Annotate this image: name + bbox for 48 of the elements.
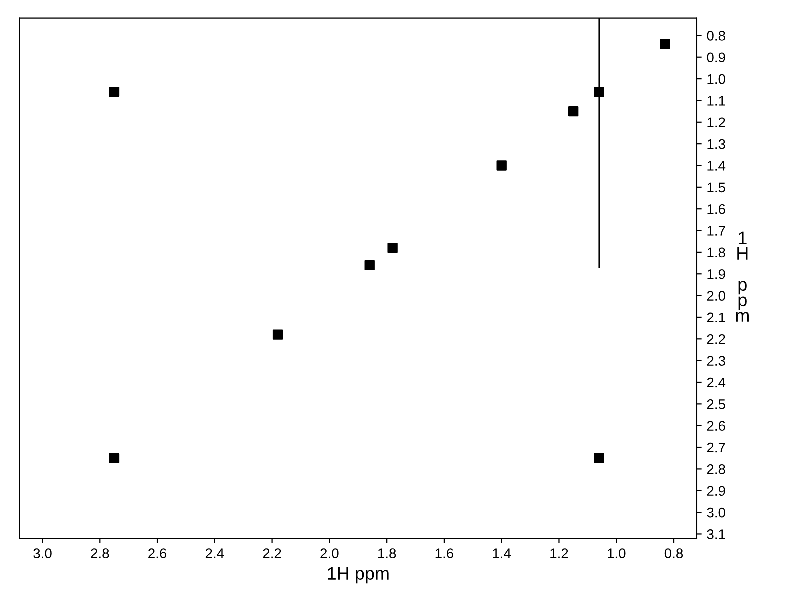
- point: [496, 160, 507, 171]
- y-tick-label: 1.7: [708, 226, 726, 236]
- y-tick-label: 0.8: [707, 31, 726, 41]
- x-tick-label: 2.8: [91, 548, 110, 558]
- y-tick-label: 2.7: [707, 442, 726, 453]
- point: [272, 330, 284, 340]
- x-tick-label: 2.2: [263, 548, 282, 558]
- y-tick-label: 1.1: [708, 96, 726, 106]
- y-tick-label: 1.3: [708, 139, 726, 150]
- x-tick-label: 1.6: [436, 548, 454, 558]
- x-tick-label: 3.0: [34, 548, 52, 558]
- y-tick-label: 1.5: [708, 182, 726, 193]
- x-tick-label: 0.8: [664, 548, 684, 558]
- y-tick-label: 1.9: [708, 269, 726, 280]
- y-tick-label: 2.4: [707, 378, 726, 388]
- point: [109, 453, 120, 464]
- point: [388, 243, 398, 254]
- x-tick-label: 2.6: [148, 548, 167, 558]
- point: [594, 453, 604, 464]
- point: [568, 106, 579, 117]
- point: [660, 39, 670, 50]
- y-tick-label: 2.8: [707, 464, 726, 474]
- x-tick-label: 1.2: [550, 548, 568, 558]
- y-tick-label: 2.3: [707, 356, 726, 366]
- y-tick-label: 3.0: [707, 508, 726, 518]
- x-tick-label: 2.4: [206, 548, 224, 558]
- y-tick-label: 2.6: [707, 421, 726, 432]
- x-tick-label: 1.8: [378, 548, 396, 558]
- y-tick-label: 2.9: [707, 486, 726, 496]
- y-tick-label: 1.4: [708, 161, 726, 171]
- y-tick-label: 1.8: [708, 248, 726, 258]
- point: [109, 86, 120, 98]
- y-tick-label: 1.6: [708, 204, 726, 214]
- y-axis-title: 1H ppm: [736, 232, 749, 322]
- x-tick-label: 1.0: [608, 548, 626, 558]
- y-tick-label: 2.0: [707, 291, 726, 301]
- x-tick-label: 2.0: [320, 548, 339, 558]
- y-tick-label: 1.0: [708, 74, 726, 84]
- point: [594, 86, 604, 98]
- y-tick-label: 1.2: [708, 118, 726, 128]
- y-tick-label: 2.2: [707, 334, 726, 344]
- x-tick-label: 1.4: [493, 548, 512, 558]
- y-tick-label: 3.1: [707, 530, 726, 540]
- x-axis-title: 1H ppm: [328, 567, 389, 584]
- point: [364, 260, 375, 271]
- y-tick-label: 2.5: [707, 400, 726, 410]
- y-tick-label: 0.9: [707, 52, 726, 63]
- y-tick-label: 2.1: [707, 312, 726, 323]
